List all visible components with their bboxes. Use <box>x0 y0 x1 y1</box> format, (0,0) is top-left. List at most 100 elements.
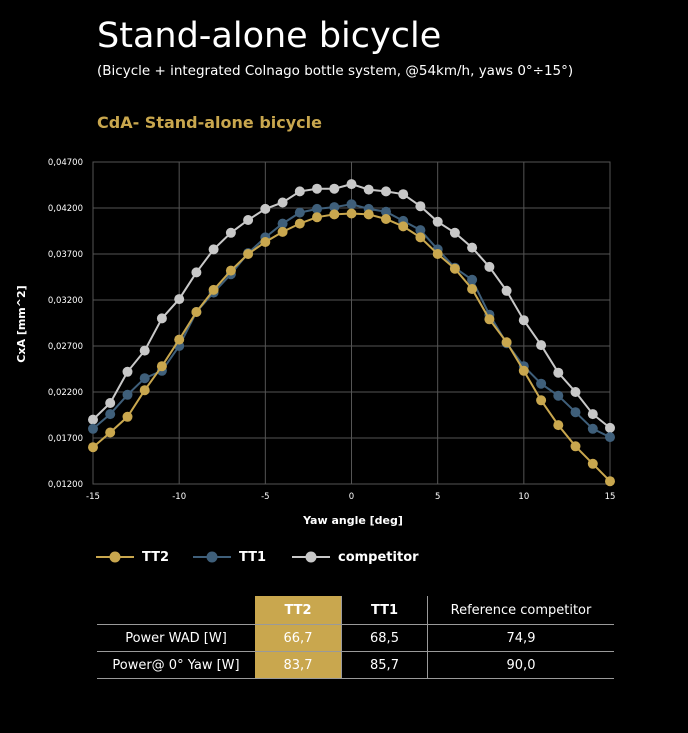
data-point-competitor <box>570 387 581 397</box>
data-point-tt2 <box>449 263 460 274</box>
y-axis-label: CxA [mm^2] <box>15 285 28 362</box>
y-tick-labels: 0,01200 0,01700 0,02200 0,02700 0,03200 0,037… <box>48 158 83 490</box>
data-point-tt1 <box>605 432 615 443</box>
cell-tt2: 66,7 <box>255 624 342 652</box>
data-point-tt2 <box>260 237 271 247</box>
data-point-tt2 <box>570 441 581 452</box>
data-point-competitor <box>415 201 426 212</box>
x-tick-label: 5 <box>435 492 440 502</box>
data-point-competitor <box>156 313 167 324</box>
row-label: Power WAD [W] <box>97 624 255 652</box>
data-point-tt2 <box>191 307 202 317</box>
data-point-tt2 <box>381 214 391 224</box>
data-point-tt1 <box>88 423 98 434</box>
data-point-tt2 <box>122 411 133 422</box>
data-point-competitor <box>553 367 564 378</box>
data-point-tt2 <box>518 365 529 376</box>
data-point-tt2 <box>225 265 236 276</box>
data-point-competitor <box>363 184 374 195</box>
data-point-tt2 <box>294 218 305 229</box>
data-point-tt1 <box>553 390 564 401</box>
legend-swatch-tt2-icon <box>96 551 134 563</box>
data-point-tt1 <box>105 409 116 420</box>
data-point-competitor <box>484 261 495 272</box>
data-point-competitor <box>501 285 512 296</box>
data-point-tt2 <box>553 420 564 431</box>
data-point-tt2 <box>484 314 495 325</box>
data-point-competitor <box>105 398 116 408</box>
x-tick-labels: -15 -10 -5 0 5 10 15 <box>86 492 615 502</box>
data-point-competitor <box>174 294 185 305</box>
data-point-competitor <box>208 244 219 255</box>
data-point-tt2 <box>415 232 426 243</box>
series-tt2 <box>88 208 615 487</box>
data-point-tt2 <box>329 209 340 220</box>
data-point-competitor <box>312 183 322 194</box>
data-point-competitor <box>329 183 340 194</box>
data-point-tt1 <box>122 389 133 400</box>
data-point-competitor <box>191 267 202 278</box>
data-point-competitor <box>139 345 150 356</box>
data-point-tt2 <box>312 212 322 223</box>
x-tick-label: 15 <box>605 492 616 502</box>
x-tick-label: -5 <box>261 492 269 502</box>
data-point-competitor <box>536 340 547 351</box>
y-tick-label: 0,02200 <box>48 388 83 398</box>
data-point-tt2 <box>346 208 357 219</box>
data-point-tt2 <box>277 226 288 237</box>
cell-tt1: 85,7 <box>341 651 428 679</box>
legend-label-tt1: TT1 <box>239 550 267 565</box>
data-point-tt1 <box>587 423 598 434</box>
series-competitor <box>88 179 615 433</box>
data-point-tt2 <box>398 221 409 232</box>
data-point-tt1 <box>294 207 305 218</box>
data-point-tt2 <box>105 427 116 438</box>
data-point-competitor <box>243 215 254 225</box>
y-tick-label: 0,03200 <box>48 296 83 306</box>
data-point-competitor <box>587 409 598 420</box>
data-point-competitor <box>346 179 357 190</box>
data-point-tt1 <box>570 407 581 418</box>
y-tick-label: 0,01700 <box>48 434 83 444</box>
table-header-row: TT2 TT1 Reference competitor <box>97 596 614 625</box>
y-tick-label: 0,04200 <box>48 204 83 214</box>
legend-swatch-tt1-icon <box>193 551 231 563</box>
data-point-competitor <box>88 414 98 425</box>
data-point-tt2 <box>139 385 150 396</box>
legend-swatch-competitor-icon <box>292 551 330 563</box>
row-label: Power@ 0° Yaw [W] <box>97 651 255 679</box>
cell-competitor: 74,9 <box>427 624 614 652</box>
cell-tt1: 68,5 <box>341 624 428 652</box>
data-point-tt1 <box>277 218 288 229</box>
series-group <box>88 179 615 487</box>
data-point-tt2 <box>605 476 615 487</box>
data-point-competitor <box>122 366 133 377</box>
chart-title: CdA- Stand-alone bicycle <box>97 113 322 132</box>
data-point-tt2 <box>467 284 478 294</box>
x-tick-label: -10 <box>172 492 186 502</box>
data-point-tt2 <box>156 361 167 372</box>
legend-label-competitor: competitor <box>338 550 419 565</box>
page-subtitle: (Bicycle + integrated Colnago bottle sys… <box>97 63 574 79</box>
data-point-tt2 <box>587 458 598 469</box>
data-point-tt1 <box>536 378 547 389</box>
data-point-competitor <box>381 186 391 197</box>
y-tick-label: 0,02700 <box>48 342 83 352</box>
legend-label-tt2: TT2 <box>142 550 170 565</box>
y-tick-label: 0,04700 <box>48 158 83 168</box>
cda-line-chart: 0,01200 0,01700 0,02200 0,02700 0,03200 0,037… <box>15 158 615 527</box>
data-point-tt2 <box>174 334 185 345</box>
data-point-tt1 <box>139 373 150 384</box>
data-point-tt2 <box>432 249 443 259</box>
data-point-tt1 <box>329 202 340 213</box>
y-tick-label: 0,01200 <box>48 480 83 490</box>
x-axis-label: Yaw angle [deg] <box>302 514 403 527</box>
table-header-tt1: TT1 <box>341 596 428 625</box>
data-point-competitor <box>605 422 615 433</box>
table-row: Power@ 0° Yaw [W] 83,7 85,7 90,0 <box>97 651 614 679</box>
data-point-competitor <box>432 216 443 227</box>
data-point-tt2 <box>363 209 374 220</box>
x-tick-label: 10 <box>518 492 529 502</box>
table-header-empty <box>97 596 255 625</box>
data-point-tt1 <box>346 199 357 210</box>
